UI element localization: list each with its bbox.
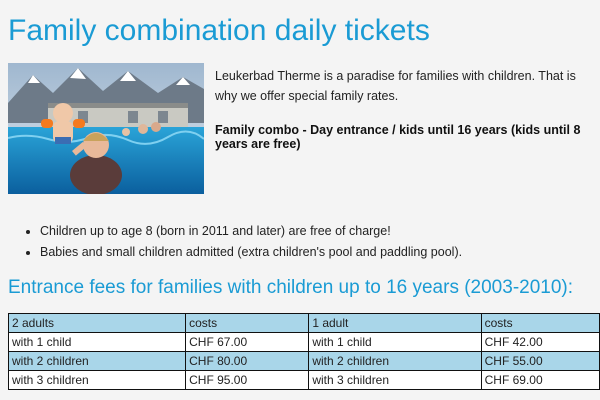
page-title: Family combination daily tickets	[8, 14, 430, 47]
table-cell: CHF 69.00	[480, 370, 600, 390]
table-row: with 2 children CHF 80.00 with 2 childre…	[7, 351, 600, 371]
section-title: Entrance fees for families with children…	[8, 277, 574, 298]
table-header-cell: costs	[185, 313, 310, 333]
table-header-row: 2 adults costs 1 adult costs	[7, 313, 600, 333]
table-cell: CHF 67.00	[185, 332, 310, 352]
benefits-list: Children up to age 8 (born in 2011 and l…	[28, 221, 600, 263]
table-cell: with 1 child	[7, 332, 187, 352]
table-cell: with 3 children	[7, 370, 187, 390]
intro-text: Leukerbad Therme is a paradise for famil…	[215, 69, 576, 103]
table-cell: with 2 children	[308, 351, 482, 371]
table-header-cell: costs	[480, 313, 600, 333]
pool-photo-illustration	[8, 63, 204, 194]
table-row: with 3 children CHF 95.00 with 3 childre…	[7, 370, 600, 390]
table-cell: CHF 95.00	[185, 370, 310, 390]
family-pool-photo	[8, 63, 204, 194]
table-cell: with 2 children	[7, 351, 187, 371]
table-header-cell: 1 adult	[308, 313, 482, 333]
table-row: with 1 child CHF 67.00 with 1 child CHF …	[7, 332, 600, 352]
list-item: Babies and small children admitted (extr…	[40, 242, 600, 263]
table-cell: CHF 80.00	[185, 351, 310, 371]
family-combo-heading: Family combo - Day entrance / kids until…	[215, 123, 581, 151]
table-cell: with 3 children	[308, 370, 482, 390]
table-cell: CHF 42.00	[480, 332, 600, 352]
table-cell: CHF 55.00	[480, 351, 600, 371]
list-item: Children up to age 8 (born in 2011 and l…	[40, 221, 600, 242]
table-cell: with 1 child	[308, 332, 482, 352]
table-header-cell: 2 adults	[7, 313, 187, 333]
entrance-fees-table: 2 adults costs 1 adult costs with 1 chil…	[7, 313, 600, 390]
